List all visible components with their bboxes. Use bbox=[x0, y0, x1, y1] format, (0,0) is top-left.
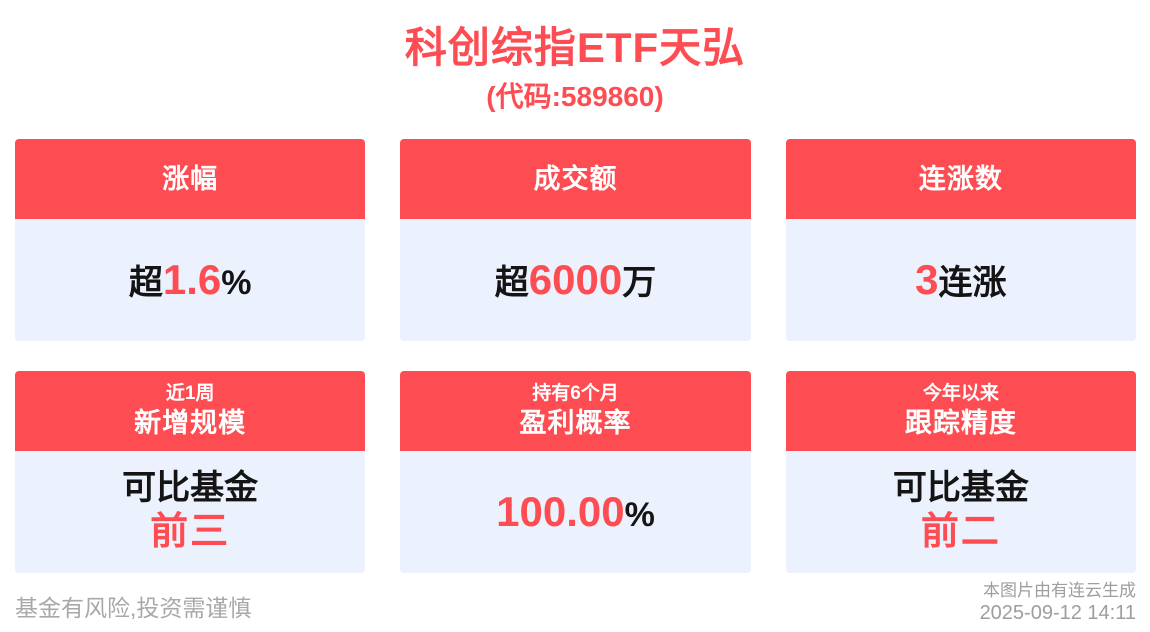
value-highlight: 6000 bbox=[528, 256, 623, 304]
fund-code-subtitle: (代码:589860) bbox=[486, 81, 664, 113]
value-prefix: 可比基金 bbox=[892, 469, 1029, 508]
stat-value-line: 超6000万 bbox=[495, 257, 656, 303]
stat-card-title: 成交额 bbox=[533, 163, 618, 194]
stat-card-change: 涨幅 超1.6% bbox=[15, 139, 366, 342]
generator-source: 本图片由有连云生成 bbox=[983, 580, 1136, 600]
stat-card-tracking-precision: 今年以来 跟踪精度 可比基金 前二 bbox=[785, 371, 1136, 574]
stat-card-title: 新增规模 bbox=[134, 408, 247, 439]
page-header: 科创综指ETF天弘 (代码:589860) bbox=[0, 0, 1150, 113]
value-prefix: 可比基金 bbox=[122, 469, 259, 508]
stat-card-body: 超6000万 bbox=[400, 219, 751, 342]
value-suffix: 连涨 bbox=[938, 264, 1007, 303]
stat-card-period-label: 今年以来 bbox=[922, 382, 999, 404]
stat-card-header: 今年以来 跟踪精度 bbox=[785, 371, 1136, 452]
stat-card-header: 持有6个月 盈利概率 bbox=[400, 371, 751, 452]
stat-card-body: 100.00% bbox=[400, 451, 751, 574]
value-highlight: 3 bbox=[915, 256, 939, 304]
value-suffix: % bbox=[221, 264, 252, 303]
value-secondary: 前二 bbox=[920, 510, 1001, 553]
value-prefix: 超 bbox=[128, 264, 163, 303]
value-highlight: 1.6 bbox=[162, 256, 222, 304]
stat-card-body: 超1.6% bbox=[15, 219, 366, 342]
stat-card-header: 连涨数 bbox=[785, 139, 1136, 220]
value-suffix: 万 bbox=[622, 264, 657, 303]
stat-card-new-scale: 近1周 新增规模 可比基金 前三 bbox=[15, 371, 366, 574]
stat-card-title: 跟踪精度 bbox=[904, 408, 1017, 439]
stat-card-period-label: 近1周 bbox=[165, 382, 215, 404]
stat-card-title: 连涨数 bbox=[918, 163, 1003, 194]
stat-card-profit-probability: 持有6个月 盈利概率 100.00% bbox=[400, 371, 751, 574]
stat-card-title: 盈利概率 bbox=[519, 408, 632, 439]
stat-value-line: 3连涨 bbox=[915, 257, 1006, 303]
risk-disclaimer: 基金有风险,投资需谨慎 bbox=[15, 595, 252, 621]
stat-card-period-label: 持有6个月 bbox=[532, 382, 619, 404]
stat-card-streak: 连涨数 3连涨 bbox=[785, 139, 1136, 342]
stat-card-grid: 涨幅 超1.6% 成交额 超6000万 连涨数 3连涨 近1周 新增规模 bbox=[15, 139, 1136, 574]
value-prefix: 超 bbox=[494, 264, 529, 303]
stat-value-line: 100.00% bbox=[496, 489, 655, 535]
stat-card-body: 可比基金 前三 bbox=[15, 451, 366, 574]
generator-credit: 本图片由有连云生成 2025-09-12 14:11 bbox=[980, 580, 1136, 625]
stat-value-line: 可比基金 bbox=[893, 470, 1029, 507]
stat-value-line: 可比基金 bbox=[122, 470, 258, 507]
stat-card-body: 3连涨 bbox=[785, 219, 1136, 342]
stat-value-line: 超1.6% bbox=[129, 257, 252, 303]
stat-card-header: 涨幅 bbox=[15, 139, 366, 220]
page-title: 科创综指ETF天弘 bbox=[404, 24, 746, 71]
generated-timestamp: 2025-09-12 14:11 bbox=[979, 602, 1136, 624]
stat-card-header: 近1周 新增规模 bbox=[15, 371, 366, 452]
stat-card-header: 成交额 bbox=[400, 139, 751, 220]
value-secondary: 前三 bbox=[150, 510, 231, 553]
stat-card-body: 可比基金 前二 bbox=[785, 451, 1136, 574]
stat-card-turnover: 成交额 超6000万 bbox=[400, 139, 751, 342]
stat-card-title: 涨幅 bbox=[162, 163, 219, 194]
value-suffix: % bbox=[624, 496, 655, 535]
value-highlight: 100.00 bbox=[496, 488, 625, 536]
